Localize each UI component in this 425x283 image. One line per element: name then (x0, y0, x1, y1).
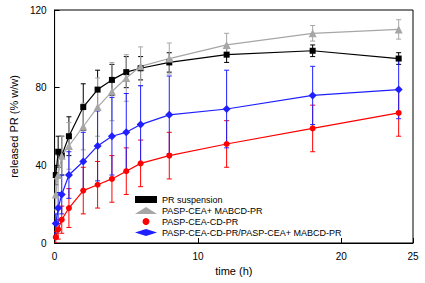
svg-text:120: 120 (30, 5, 47, 16)
svg-text:released PR (% w/w): released PR (% w/w) (8, 75, 20, 178)
svg-text:time (h): time (h) (215, 265, 252, 277)
svg-text:PASP-CEA-CD-PR: PASP-CEA-CD-PR (162, 217, 239, 227)
svg-text:20: 20 (336, 251, 348, 262)
svg-text:PASP-CEA+ MABCD-PR: PASP-CEA+ MABCD-PR (162, 206, 263, 216)
svg-text:80: 80 (35, 82, 47, 93)
svg-text:10: 10 (192, 251, 204, 262)
svg-text:0: 0 (41, 238, 47, 249)
svg-text:PASP-CEA-CD-PR/PASP-CEA+ MABCD: PASP-CEA-CD-PR/PASP-CEA+ MABCD-PR (162, 228, 342, 238)
svg-text:25: 25 (407, 251, 419, 262)
svg-text:PR suspension: PR suspension (162, 195, 223, 205)
svg-text:0: 0 (52, 251, 58, 262)
svg-text:40: 40 (35, 160, 47, 171)
